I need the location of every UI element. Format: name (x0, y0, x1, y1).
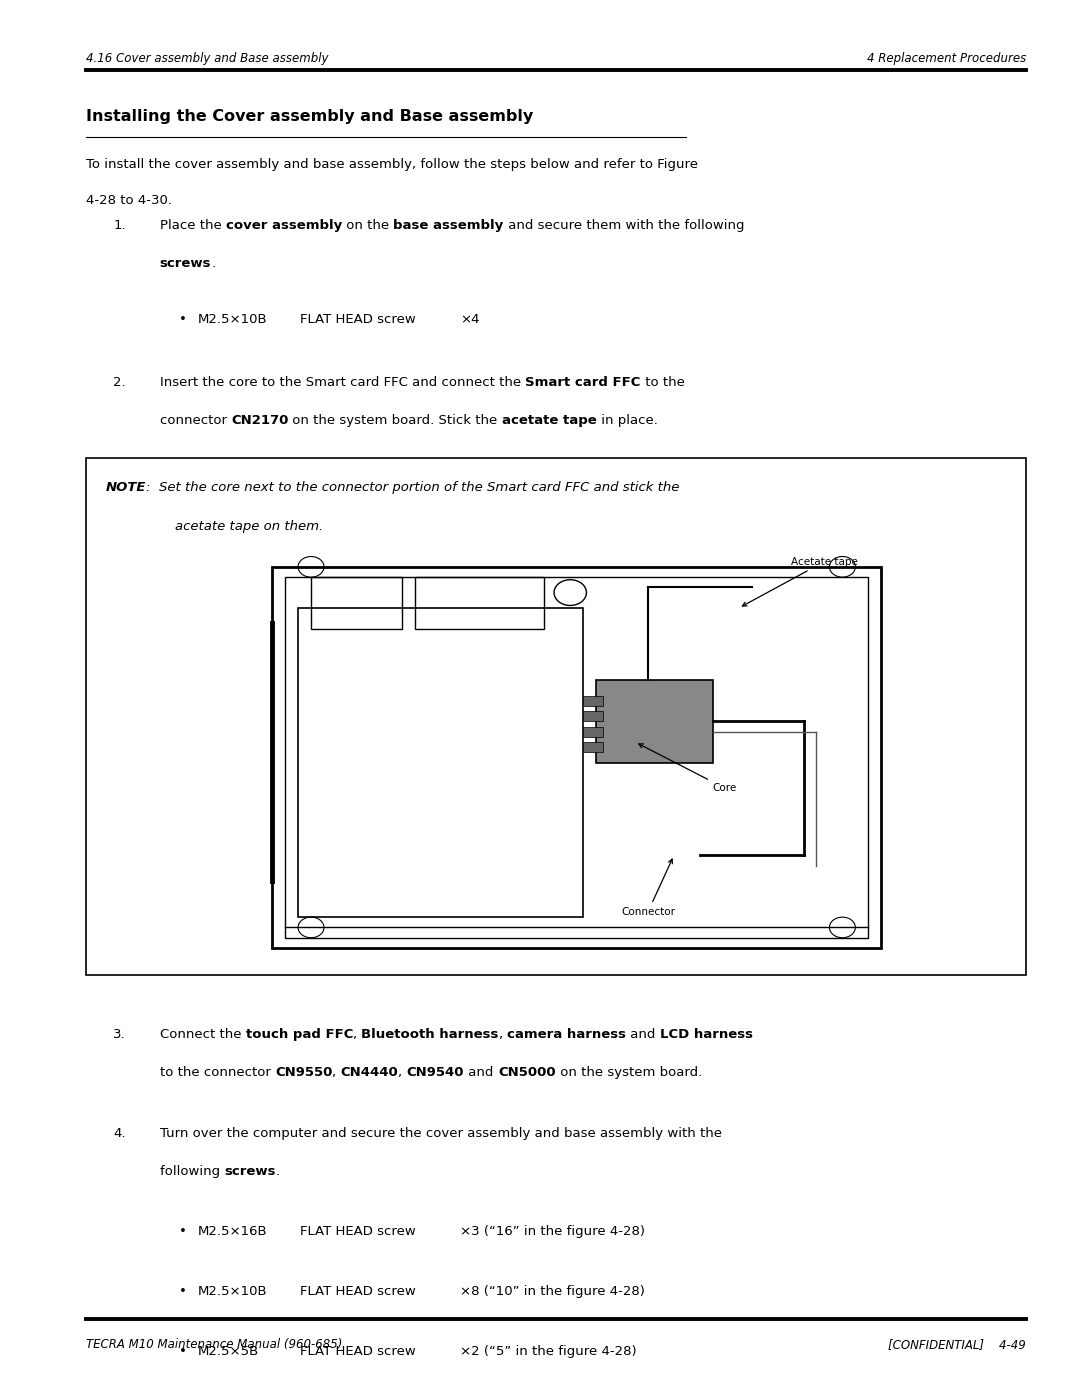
Text: FLAT HEAD screw: FLAT HEAD screw (300, 1285, 416, 1298)
Text: ,: , (333, 1066, 340, 1078)
Text: M2.5×16B: M2.5×16B (198, 1225, 267, 1238)
Text: on the system board. Stick the: on the system board. Stick the (288, 414, 502, 426)
Text: base assembly: base assembly (393, 219, 503, 232)
Text: To install the cover assembly and base assembly, follow the steps below and refe: To install the cover assembly and base a… (86, 158, 699, 170)
Text: •: • (179, 1285, 187, 1298)
Text: Core: Core (638, 743, 737, 793)
Text: on the: on the (342, 219, 393, 232)
Text: ,: , (499, 1028, 508, 1041)
Text: ×8 (“10” in the figure 4-28): ×8 (“10” in the figure 4-28) (460, 1285, 645, 1298)
Text: LCD harness: LCD harness (660, 1028, 753, 1041)
Bar (583, 711, 603, 721)
FancyBboxPatch shape (86, 458, 1026, 975)
Text: and: and (464, 1066, 498, 1078)
Text: FLAT HEAD screw: FLAT HEAD screw (300, 1225, 416, 1238)
Text: M2.5×10B: M2.5×10B (198, 1285, 267, 1298)
Text: 1.: 1. (113, 219, 126, 232)
Text: ×4: ×4 (460, 313, 480, 326)
Text: 4 Replacement Procedures: 4 Replacement Procedures (867, 52, 1026, 64)
Text: screws: screws (225, 1165, 275, 1178)
Text: acetate tape on them.: acetate tape on them. (175, 520, 323, 532)
Text: NOTE: NOTE (106, 481, 146, 493)
Bar (415, 577, 544, 629)
Text: Installing the Cover assembly and Base assembly: Installing the Cover assembly and Base a… (86, 109, 534, 124)
Text: on the system board.: on the system board. (555, 1066, 702, 1078)
Text: 4.16 Cover assembly and Base assembly: 4.16 Cover assembly and Base assembly (86, 52, 329, 64)
Text: ×2 (“5” in the figure 4-28): ×2 (“5” in the figure 4-28) (460, 1345, 637, 1358)
Text: Connect the: Connect the (160, 1028, 245, 1041)
Text: Bluetooth harness: Bluetooth harness (362, 1028, 499, 1041)
Bar (583, 726, 603, 736)
Text: 3.: 3. (113, 1028, 126, 1041)
Text: ,: , (353, 1028, 362, 1041)
Bar (298, 608, 583, 918)
Text: in place.: in place. (597, 414, 658, 426)
Text: •: • (179, 1225, 187, 1238)
Text: TECRA M10 Maintenance Manual (960-685): TECRA M10 Maintenance Manual (960-685) (86, 1338, 342, 1351)
Text: Connector: Connector (621, 859, 675, 916)
Bar (311, 577, 402, 629)
Text: FLAT HEAD screw: FLAT HEAD screw (300, 313, 416, 326)
Text: 4-28 to 4-30.: 4-28 to 4-30. (86, 194, 173, 207)
Text: and secure them with the following: and secure them with the following (503, 219, 744, 232)
Text: CN2170: CN2170 (231, 414, 288, 426)
Text: following: following (160, 1165, 225, 1178)
Text: to the connector: to the connector (160, 1066, 275, 1078)
Text: acetate tape: acetate tape (502, 414, 597, 426)
Text: M2.5×5B: M2.5×5B (198, 1345, 259, 1358)
Text: ,: , (399, 1066, 407, 1078)
Text: and: and (626, 1028, 660, 1041)
Text: CN9550: CN9550 (275, 1066, 333, 1078)
Text: CN5000: CN5000 (498, 1066, 555, 1078)
Text: CN4440: CN4440 (340, 1066, 399, 1078)
Text: Smart card FFC: Smart card FFC (525, 376, 640, 388)
Text: Insert the core to the Smart card FFC and connect the: Insert the core to the Smart card FFC an… (160, 376, 525, 388)
Text: to the: to the (640, 376, 685, 388)
Text: touch pad FFC: touch pad FFC (245, 1028, 353, 1041)
Text: :  Set the core next to the connector portion of the Smart card FFC and stick th: : Set the core next to the connector por… (146, 481, 679, 493)
Bar (596, 680, 713, 763)
Bar (285, 577, 868, 937)
Text: FLAT HEAD screw: FLAT HEAD screw (300, 1345, 416, 1358)
Text: M2.5×10B: M2.5×10B (198, 313, 267, 326)
Text: Place the: Place the (160, 219, 226, 232)
Text: connector: connector (160, 414, 231, 426)
Bar (583, 696, 603, 705)
Text: Turn over the computer and secure the cover assembly and base assembly with the: Turn over the computer and secure the co… (160, 1127, 721, 1140)
Text: [CONFIDENTIAL]    4-49: [CONFIDENTIAL] 4-49 (888, 1338, 1026, 1351)
Bar (583, 742, 603, 753)
Text: •: • (179, 313, 187, 326)
Text: CN9540: CN9540 (407, 1066, 464, 1078)
Text: cover assembly: cover assembly (226, 219, 342, 232)
Text: ×3 (“16” in the figure 4-28): ×3 (“16” in the figure 4-28) (460, 1225, 645, 1238)
Text: 2.: 2. (113, 376, 126, 388)
Text: camera harness: camera harness (508, 1028, 626, 1041)
Text: .: . (275, 1165, 280, 1178)
Text: •: • (179, 1345, 187, 1358)
Text: screws: screws (160, 257, 212, 270)
Text: .: . (212, 257, 216, 270)
Text: 4.: 4. (113, 1127, 126, 1140)
Text: Acetate tape: Acetate tape (742, 557, 858, 606)
